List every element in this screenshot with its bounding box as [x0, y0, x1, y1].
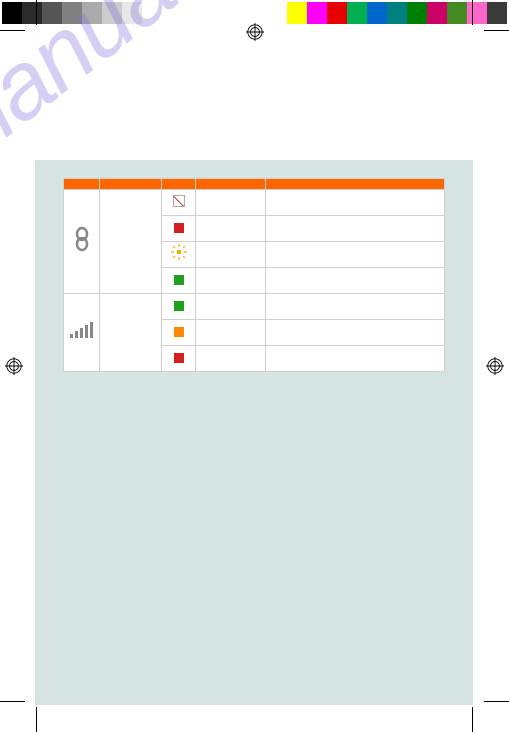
led-status-cell [162, 320, 196, 346]
status-meaning-cell [266, 320, 445, 346]
color-swatch [387, 2, 407, 24]
led-status-cell [162, 190, 196, 216]
led-status-cell [162, 294, 196, 320]
color-swatch [82, 2, 102, 24]
led-solid-icon [174, 223, 184, 233]
color-swatch [62, 2, 82, 24]
led-status-cell [162, 216, 196, 242]
crop-mark [472, 0, 473, 25]
led-blink-icon [171, 244, 187, 260]
led-status-cell [162, 268, 196, 294]
table-header-row [64, 179, 445, 190]
color-swatch [487, 2, 507, 24]
led-solid-icon [174, 301, 184, 311]
color-swatch [467, 2, 487, 24]
color-swatch [287, 2, 307, 24]
led-solid-icon [174, 275, 184, 285]
row-group-icon-cell [64, 294, 100, 372]
status-desc-cell [196, 216, 266, 242]
registration-mark-icon [5, 357, 23, 375]
status-desc-cell [196, 320, 266, 346]
led-solid-icon [174, 327, 184, 337]
color-swatch [42, 2, 62, 24]
color-swatch [162, 2, 182, 24]
led-off-icon [173, 195, 185, 207]
table-row [64, 294, 445, 320]
registration-mark-icon [486, 357, 504, 375]
row-group-label-cell [100, 294, 162, 372]
link-icon [73, 226, 91, 252]
row-group-icon-cell [64, 190, 100, 294]
crop-mark [0, 701, 25, 702]
led-status-cell [162, 346, 196, 372]
color-swatch [307, 2, 327, 24]
color-swatch [327, 2, 347, 24]
status-desc-cell [196, 190, 266, 216]
status-desc-cell [196, 294, 266, 320]
crop-mark [36, 707, 37, 732]
color-swatch [447, 2, 467, 24]
color-swatch [122, 2, 142, 24]
led-status-table [63, 178, 445, 372]
status-meaning-cell [266, 190, 445, 216]
crop-mark [484, 701, 509, 702]
status-desc-cell [196, 268, 266, 294]
color-swatch [222, 2, 242, 24]
led-status-cell [162, 242, 196, 268]
crop-mark [0, 30, 25, 31]
color-swatch [22, 2, 42, 24]
color-swatch [142, 2, 162, 24]
color-swatch [202, 2, 222, 24]
crop-mark [472, 707, 473, 732]
led-solid-icon [174, 353, 184, 363]
signal-bars-icon [70, 322, 93, 338]
status-meaning-cell [266, 268, 445, 294]
status-meaning-cell [266, 346, 445, 372]
colorbar-right [267, 2, 507, 24]
status-meaning-cell [266, 242, 445, 268]
color-swatch [427, 2, 447, 24]
color-swatch [102, 2, 122, 24]
color-swatch [267, 2, 287, 24]
status-meaning-cell [266, 294, 445, 320]
status-desc-cell [196, 242, 266, 268]
status-meaning-cell [266, 216, 445, 242]
crop-mark [484, 30, 509, 31]
colorbar-left [2, 2, 242, 24]
color-swatch [2, 2, 22, 24]
color-swatch [407, 2, 427, 24]
page-content [35, 160, 473, 705]
registration-mark-icon [246, 23, 264, 41]
color-swatch [347, 2, 367, 24]
status-desc-cell [196, 346, 266, 372]
table-row [64, 190, 445, 216]
color-swatch [182, 2, 202, 24]
row-group-label-cell [100, 190, 162, 294]
color-swatch [367, 2, 387, 24]
crop-mark [36, 0, 37, 25]
